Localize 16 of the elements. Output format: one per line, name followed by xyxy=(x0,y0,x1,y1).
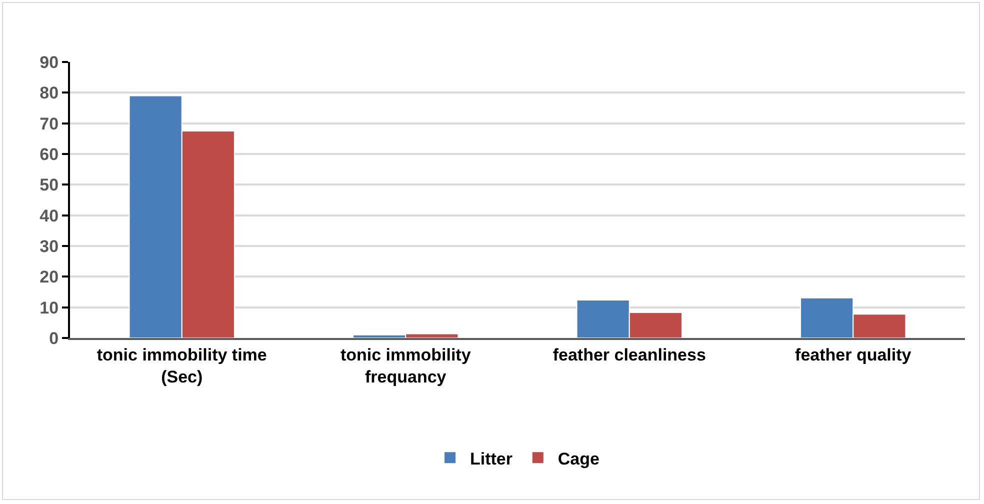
y-tick-label: 30 xyxy=(40,236,59,256)
y-tick-label: 80 xyxy=(40,84,59,103)
legend-label: Cage xyxy=(558,449,600,468)
y-tick-label: 20 xyxy=(40,268,59,287)
y-tick-label: 40 xyxy=(40,206,59,226)
y-tick-label: 70 xyxy=(40,114,59,134)
y-tick-label: 50 xyxy=(40,176,59,195)
x-tick-label: feather quality xyxy=(795,345,912,364)
x-tick-label: feather cleanliness xyxy=(552,345,706,364)
x-tick-label: tonic immobility time (Sec) xyxy=(96,345,267,386)
y-tick-label: 90 xyxy=(40,52,59,72)
y-tick-label: 60 xyxy=(40,144,59,164)
legend-label: Litter xyxy=(470,449,513,468)
y-tick-label: 0 xyxy=(49,328,59,348)
y-tick-label: 10 xyxy=(40,298,59,318)
x-tick-label: tonic immobility frequancy xyxy=(340,345,472,386)
